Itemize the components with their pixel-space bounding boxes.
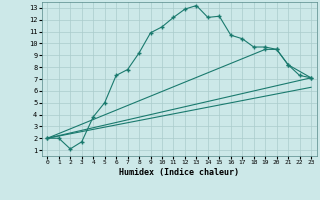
X-axis label: Humidex (Indice chaleur): Humidex (Indice chaleur) bbox=[119, 168, 239, 177]
